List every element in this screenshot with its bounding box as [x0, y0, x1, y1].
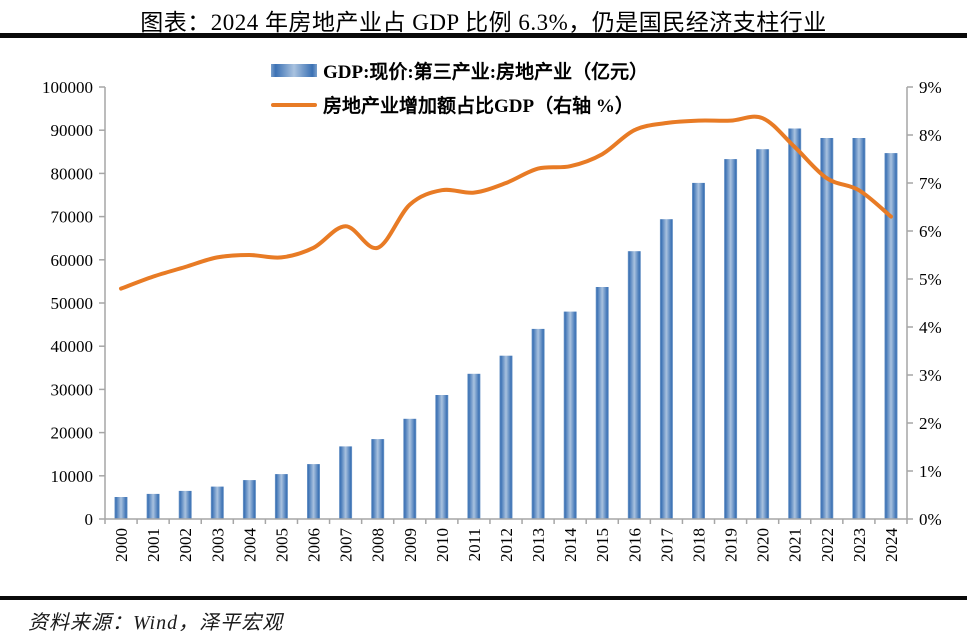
x-tick-label-2002: 2002 [176, 528, 195, 562]
x-tick-label-2014: 2014 [561, 528, 580, 563]
bar-2017 [659, 219, 673, 519]
x-tick-label-2019: 2019 [722, 528, 741, 562]
bar-2024 [884, 153, 898, 519]
right-tick-label: 6% [919, 222, 942, 241]
bar-2001 [146, 493, 160, 519]
chart-legend: GDP:现价:第三产业:房地产业（亿元） 房地产业增加额占比GDP（右轴 %） [271, 57, 648, 118]
bar-2020 [756, 149, 770, 519]
line-series-label: 房地产业增加额占比GDP（右轴 %） [323, 96, 634, 117]
left-tick-label: 10000 [51, 467, 94, 486]
bar-2005 [274, 474, 288, 519]
bar-2014 [563, 311, 577, 519]
bar-2021 [788, 128, 802, 519]
left-tick-label: 80000 [51, 164, 94, 183]
x-tick-label-2017: 2017 [657, 528, 676, 563]
x-tick-label-2007: 2007 [337, 528, 356, 563]
bar-2018 [692, 182, 705, 519]
x-tick-label-2015: 2015 [593, 528, 612, 562]
x-tick-label-2011: 2011 [465, 528, 484, 561]
right-tick-label: 4% [919, 318, 942, 337]
bar-2019 [724, 159, 738, 519]
bar-series-label: GDP:现价:第三产业:房地产业（亿元） [323, 62, 649, 83]
bar-2023 [852, 138, 866, 519]
right-tick-label: 8% [919, 126, 942, 145]
bar-2022 [820, 138, 834, 519]
left-tick-label: 60000 [51, 251, 94, 270]
left-tick-label: 0 [85, 510, 94, 529]
left-tick-label: 50000 [51, 294, 94, 313]
bar-2011 [467, 373, 481, 519]
right-tick-label: 5% [919, 270, 942, 289]
x-tick-label-2003: 2003 [208, 528, 227, 562]
right-tick-label: 2% [919, 414, 942, 433]
bar-2002 [178, 490, 192, 519]
bar-2010 [435, 395, 449, 519]
x-tick-label-2004: 2004 [240, 528, 259, 563]
x-tick-label-2016: 2016 [625, 528, 644, 562]
x-tick-label-2008: 2008 [369, 528, 388, 562]
right-tick-label: 3% [919, 366, 942, 385]
left-tick-label: 20000 [51, 424, 94, 443]
x-axis-labels: 2000 2001 2002 2003 2004 2005 2006 2007 2008 2009… [112, 528, 901, 563]
left-tick-label: 90000 [51, 121, 94, 140]
x-tick-label-2021: 2021 [786, 528, 805, 562]
bar-2012 [499, 355, 513, 519]
bar-2004 [242, 480, 256, 519]
x-tick-label-2000: 2000 [112, 528, 131, 562]
bar-2006 [307, 464, 320, 519]
left-tick-label: 100000 [42, 78, 93, 97]
axes [99, 86, 913, 524]
x-tick-label-2006: 2006 [305, 528, 324, 562]
right-tick-label: 7% [919, 174, 942, 193]
bar-2009 [403, 418, 417, 519]
x-tick-label-2024: 2024 [882, 528, 901, 563]
bar-2007 [339, 446, 353, 519]
bar-2016 [627, 251, 641, 519]
source-divider [0, 596, 967, 600]
x-tick-label-2012: 2012 [497, 528, 516, 562]
right-tick-label: 0% [919, 510, 942, 529]
bar-2003 [210, 486, 224, 519]
left-tick-label: 40000 [51, 337, 94, 356]
x-tick-label-2010: 2010 [433, 528, 452, 562]
bar-2008 [371, 439, 385, 519]
bar-2013 [531, 328, 545, 519]
legend-item-bar-series: GDP:现价:第三产业:房地产业（亿元） [271, 57, 648, 84]
right-axis-labels: 0% 1% 2% 3% 4% 5% 6% 7% 8% 9% [919, 78, 942, 529]
trend-line [119, 114, 893, 291]
bar-2015 [595, 287, 609, 519]
x-tick-label-2009: 2009 [401, 528, 420, 562]
x-tick-label-2020: 2020 [754, 528, 773, 562]
legend-item-line-series: 房地产业增加额占比GDP（右轴 %） [271, 91, 648, 118]
x-tick-label-2005: 2005 [272, 528, 291, 562]
right-tick-label: 9% [919, 78, 942, 97]
x-tick-label-2022: 2022 [818, 528, 837, 562]
right-tick-label: 1% [919, 462, 942, 481]
bar-series-swatch-icon [271, 64, 317, 77]
left-tick-label: 30000 [51, 380, 94, 399]
x-tick-label-2001: 2001 [144, 528, 163, 562]
title-divider [0, 33, 967, 38]
left-axis-labels: 0 10000 20000 30000 40000 50000 60000 70000 8000… [42, 78, 93, 529]
source-note: 资料来源：Wind，泽平宏观 [28, 612, 284, 634]
chart-title: 图表：2024 年房地产业占 GDP 比例 6.3%，仍是国民经济支柱行业 [140, 10, 827, 35]
x-tick-label-2013: 2013 [529, 528, 548, 562]
line-series-swatch-icon [271, 102, 317, 107]
x-tick-label-2018: 2018 [690, 528, 709, 562]
left-tick-label: 70000 [51, 208, 94, 227]
bar-2000 [114, 497, 128, 519]
x-tick-label-2023: 2023 [850, 528, 869, 562]
bars [114, 128, 898, 519]
